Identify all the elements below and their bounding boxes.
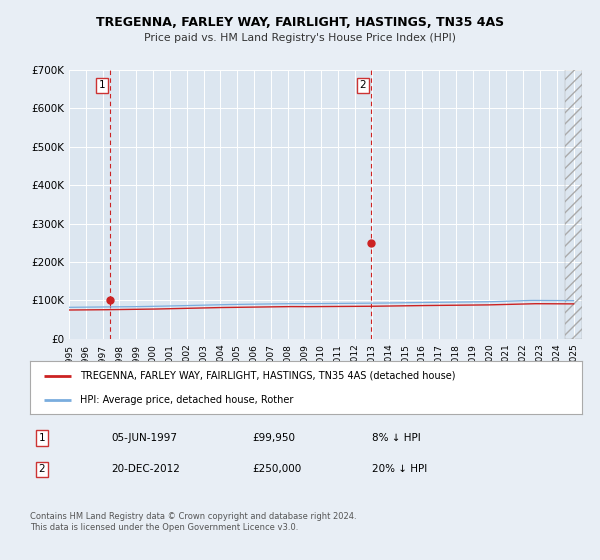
Text: £250,000: £250,000 [252, 464, 301, 474]
Text: TREGENNA, FARLEY WAY, FAIRLIGHT, HASTINGS, TN35 4AS (detached house): TREGENNA, FARLEY WAY, FAIRLIGHT, HASTING… [80, 371, 455, 381]
Text: 1: 1 [98, 81, 105, 90]
Text: 8% ↓ HPI: 8% ↓ HPI [372, 433, 421, 443]
Text: 2: 2 [359, 81, 366, 90]
Text: HPI: Average price, detached house, Rother: HPI: Average price, detached house, Roth… [80, 395, 293, 405]
Text: 20% ↓ HPI: 20% ↓ HPI [372, 464, 427, 474]
Text: 1: 1 [38, 433, 46, 443]
Text: 2: 2 [38, 464, 46, 474]
Text: 20-DEC-2012: 20-DEC-2012 [111, 464, 180, 474]
Text: £99,950: £99,950 [252, 433, 295, 443]
Text: Price paid vs. HM Land Registry's House Price Index (HPI): Price paid vs. HM Land Registry's House … [144, 33, 456, 43]
Text: Contains HM Land Registry data © Crown copyright and database right 2024.
This d: Contains HM Land Registry data © Crown c… [30, 512, 356, 531]
Bar [565, 70, 582, 339]
Text: TREGENNA, FARLEY WAY, FAIRLIGHT, HASTINGS, TN35 4AS: TREGENNA, FARLEY WAY, FAIRLIGHT, HASTING… [96, 16, 504, 29]
Text: 05-JUN-1997: 05-JUN-1997 [111, 433, 177, 443]
